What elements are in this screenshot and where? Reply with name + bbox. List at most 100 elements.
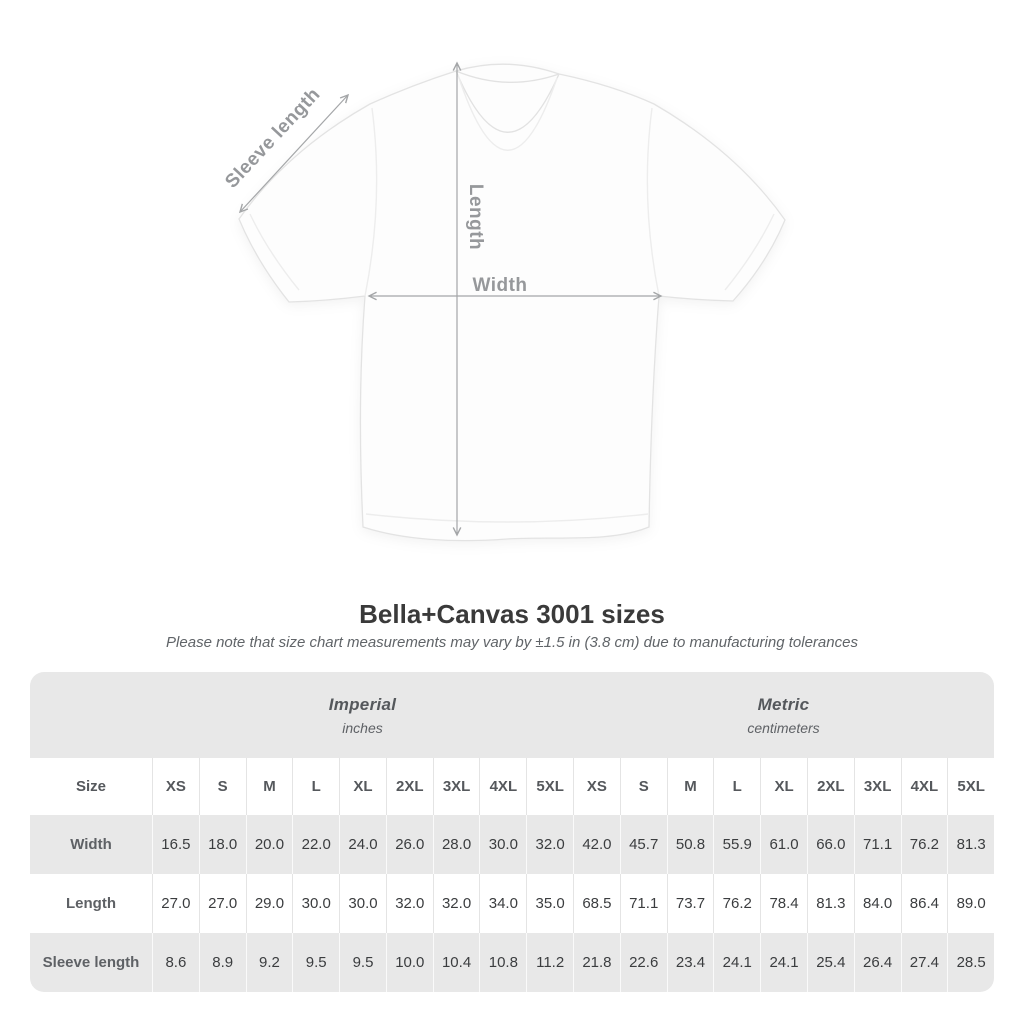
size-value-cell: 10.0: [385, 933, 433, 992]
size-value-cell: 89.0: [947, 874, 994, 933]
size-value-cell: 22.6: [619, 933, 667, 992]
length-label: Length: [465, 184, 486, 250]
unit-group-imperial: Imperial inches: [152, 672, 573, 758]
collar-back-seam: [455, 70, 560, 84]
size-value-cell: 55.9: [713, 815, 760, 874]
size-col-header: L: [713, 758, 760, 815]
size-value-cell: 86.4: [900, 874, 948, 933]
size-value-cell: 24.0: [339, 815, 386, 874]
collar-inner-seam: [455, 70, 560, 133]
size-guide-diagram: Sleeve length Length Width: [221, 61, 786, 542]
size-value-cell: 32.0: [385, 874, 433, 933]
size-value-cell: 61.0: [760, 815, 807, 874]
unit-band: Imperial inches Metric centimeters: [30, 672, 994, 758]
tolerance-note: Please note that size chart measurements…: [166, 634, 858, 651]
size-value-cell: 26.0: [385, 815, 433, 874]
right-armhole-seam: [646, 107, 660, 297]
size-col-header: 5XL: [526, 758, 573, 815]
size-value-cell: 20.0: [245, 815, 293, 874]
size-value-cell: 21.8: [573, 933, 620, 992]
size-col-header: L: [292, 758, 339, 815]
size-col-header: 5XL: [947, 758, 994, 815]
size-col-header: 2XL: [385, 758, 433, 815]
size-value-cell: 16.5: [152, 815, 199, 874]
size-header-row: Size XS S M L XL 2XL 3XL 4XL 5XL XS S M L XL 2XL 3XL 4XL 5…: [30, 758, 994, 815]
size-col-header: XS: [573, 758, 620, 815]
size-value-cell: 23.4: [666, 933, 714, 992]
row-label: Width: [70, 836, 112, 853]
size-value-cell: 24.1: [760, 933, 807, 992]
size-value-cell: 73.7: [666, 874, 714, 933]
size-value-cell: 71.1: [619, 874, 667, 933]
size-col-header: M: [666, 758, 714, 815]
size-col-header: 4XL: [900, 758, 948, 815]
size-value-cell: 28.0: [432, 815, 480, 874]
size-value-cell: 78.4: [760, 874, 807, 933]
size-col-header: 4XL: [479, 758, 526, 815]
width-label: Width: [472, 275, 527, 296]
size-value-cell: 30.0: [479, 815, 526, 874]
size-value-cell: 8.9: [198, 933, 246, 992]
unit-group-sublabel: inches: [342, 719, 383, 736]
size-value-cell: 32.0: [526, 815, 573, 874]
size-value-cell: 76.2: [900, 815, 948, 874]
size-value-cell: 68.5: [573, 874, 620, 933]
size-value-cell: 27.0: [198, 874, 246, 933]
page-title: Bella+Canvas 3001 sizes: [359, 599, 665, 629]
size-value-cell: 71.1: [853, 815, 901, 874]
size-value-cell: 18.0: [198, 815, 246, 874]
size-value-cell: 45.7: [619, 815, 667, 874]
unit-group-sublabel: centimeters: [747, 719, 820, 736]
size-value-cell: 34.0: [479, 874, 526, 933]
unit-group-label: Imperial: [328, 694, 397, 714]
size-value-cell: 81.3: [806, 874, 854, 933]
size-value-cell: 66.0: [806, 815, 854, 874]
size-value-cell: 25.4: [806, 933, 854, 992]
size-value-cell: 9.5: [339, 933, 386, 992]
size-col-header: S: [619, 758, 667, 815]
tshirt-illustration: [238, 63, 786, 542]
size-value-cell: 10.4: [432, 933, 480, 992]
size-header-cell: Size: [75, 778, 106, 795]
size-value-cell: 50.8: [666, 815, 714, 874]
collar-outer-seam: [457, 74, 558, 151]
size-col-header: XL: [760, 758, 807, 815]
hem-seam: [365, 513, 649, 523]
size-value-cell: 11.2: [526, 933, 573, 992]
size-col-header: 3XL: [853, 758, 901, 815]
size-value-cell: 29.0: [245, 874, 293, 933]
size-value-cell: 10.8: [479, 933, 526, 992]
size-table: Imperial inches Metric centimeters Size XS S M L…: [30, 672, 994, 992]
size-col-header: M: [245, 758, 293, 815]
size-value-cell: 24.1: [713, 933, 760, 992]
row-label: Sleeve length: [42, 954, 140, 971]
size-value-cell: 35.0: [526, 874, 573, 933]
size-col-header: 3XL: [432, 758, 480, 815]
size-col-header: XL: [339, 758, 386, 815]
size-value-cell: 32.0: [432, 874, 480, 933]
size-value-cell: 27.4: [900, 933, 948, 992]
left-cuff-seam: [249, 213, 300, 291]
unit-group-label: Metric: [757, 694, 810, 714]
left-armhole-seam: [364, 107, 378, 297]
size-value-cell: 81.3: [947, 815, 994, 874]
size-value-cell: 42.0: [573, 815, 620, 874]
band-corner-cell: [30, 672, 152, 758]
unit-group-metric: Metric centimeters: [573, 672, 994, 758]
size-value-cell: 8.6: [152, 933, 199, 992]
size-value-cell: 9.5: [292, 933, 339, 992]
size-col-header: S: [198, 758, 246, 815]
size-value-cell: 84.0: [853, 874, 901, 933]
row-label: Length: [66, 895, 116, 912]
size-col-header: XS: [152, 758, 199, 815]
size-value-cell: 9.2: [245, 933, 293, 992]
size-value-cell: 27.0: [152, 874, 199, 933]
measurement-row: Sleeve length 8.6 8.9 9.2 9.5 9.5 10.0 10.4 10.8…: [30, 933, 994, 992]
size-value-cell: 76.2: [713, 874, 760, 933]
size-value-cell: 26.4: [853, 933, 901, 992]
size-value-cell: 30.0: [339, 874, 386, 933]
sleeve-length-arrow: [238, 93, 350, 214]
size-value-cell: 30.0: [292, 874, 339, 933]
measurement-row: Length 27.0 27.0 29.0 30.0 30.0 32.0 32.0 34.0 35…: [30, 874, 994, 933]
